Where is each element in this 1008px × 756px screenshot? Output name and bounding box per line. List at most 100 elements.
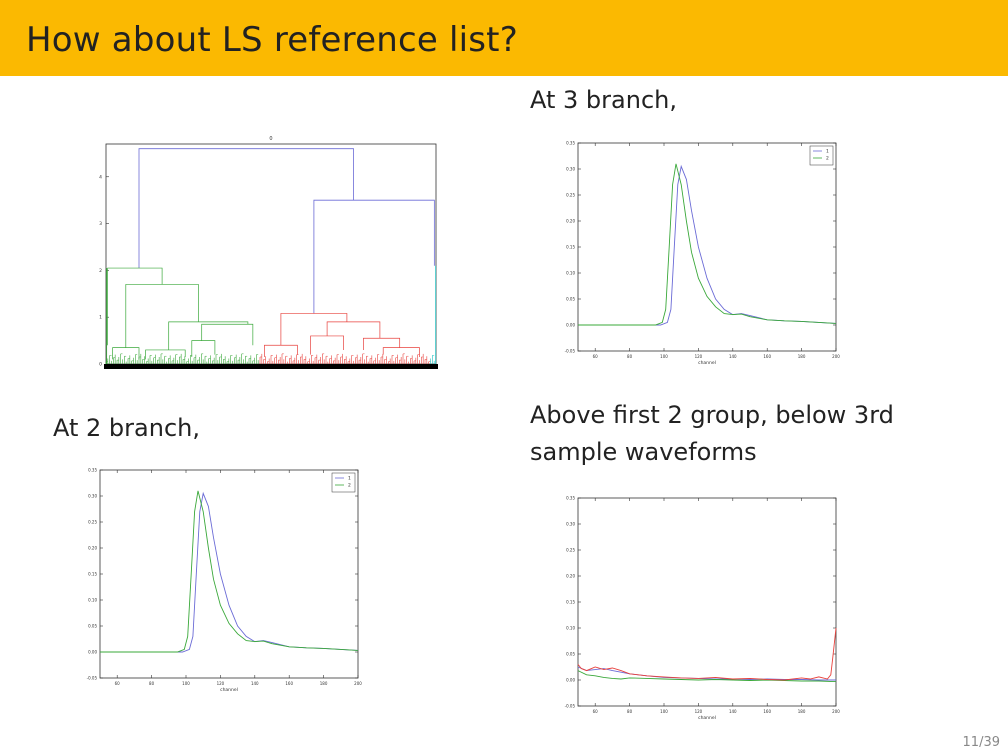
caption-waveforms: Above first 2 group, below 3rd sample wa… [530,401,894,466]
caption-2-branch: At 2 branch, [53,414,200,442]
green-cluster-link [145,349,186,360]
y-tick-label: 0.35 [88,468,97,473]
red-cluster-link [382,347,420,357]
x-tick-label: 100 [182,681,190,686]
y-tick-label: 0.00 [566,323,575,328]
x-tick-label: 80 [627,709,633,714]
chart-title: 0 [269,136,272,142]
line-chart-waveforms-svg: -0.05 0.00 0.05 0.10 0.15 0.20 0.25 0.30 0.35 60 8… [565,496,841,722]
y-tick-label: 0.30 [88,494,97,499]
y-tick-label: -0.05 [87,676,98,681]
x-tick-label: 160 [763,354,771,359]
x-tick-label: 120 [695,709,703,714]
x-tick-label: 120 [695,354,703,359]
line-chart-3-branch: -0.05 0.00 0.05 0.10 0.15 0.20 0.25 0.30 0.35 60 8… [554,137,846,372]
green-cluster-link [107,267,163,346]
x-axis-label: channel [698,715,716,721]
legend-label: 1 [826,149,829,155]
x-tick-label: 80 [149,681,155,686]
green-cluster-link [191,340,216,357]
y-tick-label: -0.05 [565,704,576,709]
x-tick-label: 160 [763,709,771,714]
slide-title: How about LS reference list? [26,20,518,60]
legend-box [809,145,834,166]
dendro-link-0 [138,148,354,269]
x-tick-label: 60 [593,354,599,359]
x-tick-label: 100 [660,354,668,359]
red-cluster-link [280,313,348,346]
y-tick-label: 0.30 [566,167,575,172]
line-chart-2-branch-svg: -0.05 0.00 0.05 0.10 0.15 0.20 0.25 0.30 0.35 60 8… [87,468,363,694]
x-tick-label: 200 [832,709,840,714]
y-tick-label: 0.10 [88,598,97,603]
y-tick-label: 0.15 [566,245,575,250]
plot-frame [105,143,437,365]
green-cluster-link [112,347,140,360]
y-tick-label: 0 [99,362,102,368]
line-chart-3-branch-svg: -0.05 0.00 0.05 0.10 0.15 0.20 0.25 0.30 0.35 60 8… [565,141,841,367]
leaf-label-band [104,364,438,369]
y-tick-label: 0.30 [566,522,575,527]
y-tick-label: 3 [99,221,102,227]
legend: 12 [809,145,834,166]
x-tick-label: 80 [627,354,633,359]
dendro-link-1 [313,199,435,314]
y-tick-label: 4 [99,174,102,180]
x-tick-label: 160 [285,681,293,686]
dendrogram-figure: 0 0 1 2 3 4 [84,132,440,376]
legend-label: 2 [348,483,351,489]
line-chart-2-branch: -0.05 0.00 0.05 0.10 0.15 0.20 0.25 0.30 0.35 60 8… [76,464,368,699]
y-tick-label: 0.20 [566,574,575,579]
x-tick-label: 180 [320,681,328,686]
x-tick-label: 180 [798,709,806,714]
y-tick-label: 0.15 [566,600,575,605]
y-tick-label: 0.10 [566,626,575,631]
series-line-2 [578,163,837,326]
line-chart-waveforms: -0.05 0.00 0.05 0.10 0.15 0.20 0.25 0.30 0.35 60 8… [554,492,846,727]
series-line-green [577,670,836,683]
x-axis-label: channel [698,360,716,366]
x-tick-label: 180 [798,354,806,359]
dendrogram-chart: 0 0 1 2 3 4 [99,136,438,369]
y-tick-label: 0.05 [88,624,97,629]
green-cluster-link [168,321,249,350]
red-cluster-link [326,321,381,339]
series-line-red [577,627,837,681]
x-axis-label: channel [220,687,238,693]
series-line-2 [100,490,359,653]
red-cluster-link [264,344,298,357]
red-cluster-link [363,337,401,350]
x-tick-label: 140 [251,681,259,686]
y-tick-label: 0.10 [566,271,575,276]
y-tick-label: 0.05 [566,652,575,657]
y-tick-label: 0.05 [566,297,575,302]
x-tick-label: 200 [832,354,840,359]
y-tick-label: -0.05 [565,349,576,354]
plot-frame [577,142,837,352]
x-tick-label: 140 [729,354,737,359]
x-tick-label: 60 [115,681,121,686]
legend-box [331,472,356,493]
y-tick-label: 0.20 [88,546,97,551]
plot-frame [99,469,359,679]
page-number: 11/39 [962,735,1000,750]
y-tick-label: 2 [99,268,102,274]
caption-3-branch: At 3 branch, [530,86,677,114]
x-tick-label: 120 [217,681,225,686]
y-tick-label: 0.35 [566,496,575,501]
legend-label: 2 [826,156,829,162]
legend: 12 [331,472,356,493]
y-tick-label: 0.20 [566,219,575,224]
red-cluster-link [310,335,344,355]
y-tick-label: 1 [99,315,102,321]
x-tick-label: 100 [660,709,668,714]
x-tick-label: 60 [593,709,599,714]
y-tick-label: 0.25 [88,520,97,525]
y-tick-label: 0.25 [566,193,575,198]
legend-label: 1 [348,476,351,482]
y-tick-label: 0.00 [88,650,97,655]
plot-frame [577,497,837,707]
y-tick-label: 0.15 [88,572,97,577]
x-tick-label: 140 [729,709,737,714]
y-tick-label: 0.35 [566,141,575,146]
